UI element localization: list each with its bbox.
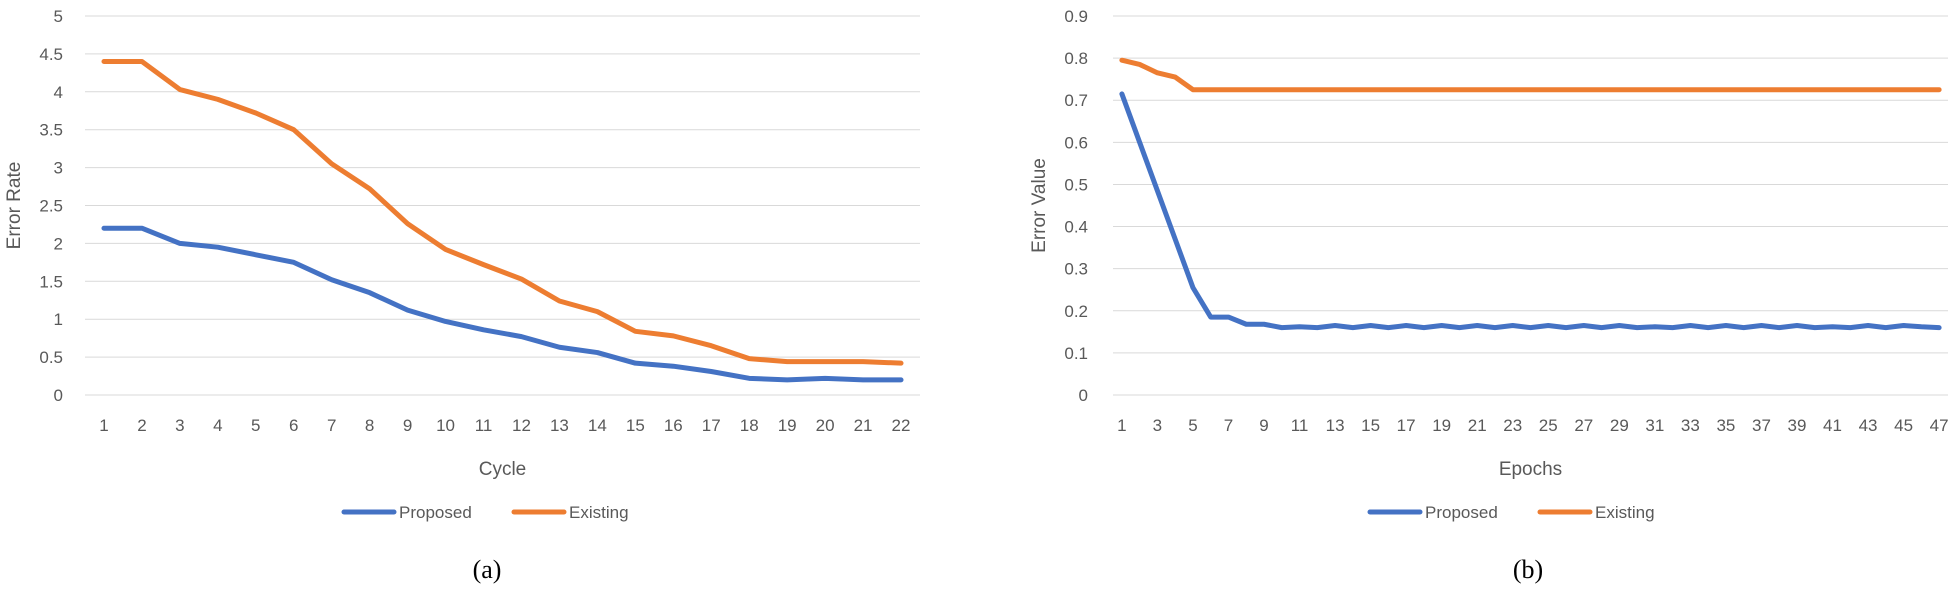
x-tick-label: 7: [327, 416, 336, 435]
series-line-existing: [101, 58, 904, 366]
legend-label-proposed: Proposed: [1425, 503, 1498, 522]
x-tick-label: 11: [1291, 416, 1309, 435]
y-tick-label: 0.5: [1064, 175, 1088, 194]
caption-a: (a): [473, 555, 502, 584]
x-tick-label: 13: [1326, 416, 1345, 435]
x-tick-label: 3: [175, 416, 184, 435]
x-tick-label: 16: [664, 416, 683, 435]
y-tick-label: 0.5: [39, 348, 63, 367]
y-tick-label: 0: [54, 386, 63, 405]
x-tick-label: 14: [588, 416, 607, 435]
x-tick-label: 15: [626, 416, 645, 435]
y-tick-label: 1: [54, 310, 63, 329]
chart-b-error-value-vs-epochs: 00.10.20.30.40.50.60.70.80.91 3 5 7 9 11 13 15 1…: [1029, 7, 1949, 522]
y-tick-label: 1.5: [39, 272, 63, 291]
x-tick-label: 21: [854, 416, 873, 435]
x-tick-label: 18: [740, 416, 759, 435]
x-axis-title: Epochs: [1499, 459, 1562, 480]
y-tick-label: 0.8: [1064, 49, 1088, 68]
y-tick-label: 2: [54, 234, 63, 253]
x-tick-label: 7: [1224, 416, 1233, 435]
x-tick-label: 6: [289, 416, 298, 435]
x-tick-label: 19: [778, 416, 797, 435]
x-tick-label: 5: [1188, 416, 1197, 435]
x-tick-label: 19: [1432, 416, 1451, 435]
x-tick-label: 4: [213, 416, 222, 435]
y-tick-label: 5: [54, 7, 63, 26]
x-tick-label: 13: [550, 416, 569, 435]
x-tick-label: 9: [1259, 416, 1268, 435]
y-axis-title: Error Value: [1029, 158, 1050, 253]
x-tick-label: 29: [1610, 416, 1629, 435]
x-tick-label: 39: [1788, 416, 1807, 435]
series-line-existing: [1119, 57, 1942, 93]
series-line-proposed: [1119, 91, 1942, 331]
y-axis-title: Error Rate: [4, 162, 25, 250]
y-tick-label: 0.7: [1064, 91, 1088, 110]
x-tick-label: 25: [1539, 416, 1558, 435]
y-tick-label: 0.1: [1064, 344, 1088, 363]
x-tick-label: 10: [436, 416, 455, 435]
x-tick-label: 9: [403, 416, 412, 435]
chart-a-error-rate-vs-cycle: 00.511.522.533.544.551 2 3 4 5 6 7 8 9 10 11 12 13 14…: [4, 7, 920, 522]
y-tick-label: 4.5: [39, 45, 63, 64]
x-tick-label: 5: [251, 416, 260, 435]
legend-label-proposed: Proposed: [399, 503, 472, 522]
x-tick-label: 11: [475, 416, 493, 435]
x-tick-label: 12: [512, 416, 531, 435]
x-tick-label: 17: [1397, 416, 1416, 435]
x-tick-label: 37: [1752, 416, 1771, 435]
x-tick-label: 8: [365, 416, 374, 435]
x-tick-label: 47: [1930, 416, 1949, 435]
x-tick-label: 3: [1153, 416, 1162, 435]
y-tick-label: 0.6: [1064, 133, 1088, 152]
x-tick-label: 1: [99, 416, 108, 435]
x-tick-label: 21: [1468, 416, 1487, 435]
x-tick-label: 33: [1681, 416, 1700, 435]
x-tick-label: 45: [1894, 416, 1913, 435]
y-tick-label: 0.3: [1064, 260, 1088, 279]
x-tick-label: 31: [1645, 416, 1664, 435]
x-tick-label: 23: [1503, 416, 1522, 435]
x-tick-label: 41: [1823, 416, 1842, 435]
x-axis-title: Cycle: [479, 459, 527, 480]
legend-label-existing: Existing: [1595, 503, 1655, 522]
caption-b: (b): [1513, 555, 1543, 584]
x-tick-label: 43: [1859, 416, 1878, 435]
y-tick-label: 3: [54, 159, 63, 178]
x-tick-label: 1: [1117, 416, 1126, 435]
y-tick-label: 3.5: [39, 121, 63, 140]
y-tick-label: 0.4: [1064, 218, 1088, 237]
series-line-proposed: [101, 225, 904, 383]
y-tick-label: 0.9: [1064, 7, 1088, 26]
y-tick-label: 0: [1079, 386, 1088, 405]
x-tick-label: 35: [1716, 416, 1735, 435]
x-tick-label: 22: [892, 416, 911, 435]
y-tick-label: 2.5: [39, 197, 63, 216]
x-tick-label: 27: [1574, 416, 1593, 435]
x-tick-label: 2: [137, 416, 146, 435]
legend-label-existing: Existing: [569, 503, 629, 522]
x-tick-label: 17: [702, 416, 721, 435]
x-tick-label: 15: [1361, 416, 1380, 435]
y-tick-label: 0.2: [1064, 302, 1088, 321]
y-tick-label: 4: [54, 83, 63, 102]
x-tick-label: 20: [816, 416, 835, 435]
